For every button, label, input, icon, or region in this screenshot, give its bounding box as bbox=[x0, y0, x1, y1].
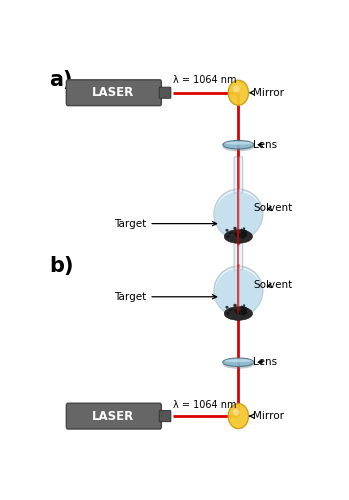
Text: Solvent: Solvent bbox=[253, 280, 292, 290]
Ellipse shape bbox=[214, 266, 263, 316]
Text: Target: Target bbox=[114, 218, 217, 228]
Ellipse shape bbox=[239, 234, 240, 236]
Ellipse shape bbox=[239, 236, 241, 238]
Ellipse shape bbox=[241, 236, 245, 238]
Text: λ = 1064 nm: λ = 1064 nm bbox=[173, 400, 237, 409]
Text: a): a) bbox=[49, 70, 73, 89]
Text: Lens: Lens bbox=[253, 140, 277, 149]
Ellipse shape bbox=[245, 308, 247, 310]
Text: Lens: Lens bbox=[253, 357, 277, 367]
Ellipse shape bbox=[242, 236, 244, 238]
Ellipse shape bbox=[242, 229, 244, 232]
Ellipse shape bbox=[245, 234, 246, 235]
Ellipse shape bbox=[241, 312, 245, 316]
Ellipse shape bbox=[243, 304, 245, 306]
Ellipse shape bbox=[223, 358, 254, 366]
Text: Solvent: Solvent bbox=[253, 203, 292, 213]
Ellipse shape bbox=[241, 232, 244, 235]
Ellipse shape bbox=[224, 230, 252, 243]
Ellipse shape bbox=[227, 312, 229, 314]
Ellipse shape bbox=[233, 227, 237, 230]
Ellipse shape bbox=[246, 235, 247, 236]
FancyBboxPatch shape bbox=[66, 403, 161, 429]
Text: Target: Target bbox=[114, 292, 217, 302]
Ellipse shape bbox=[233, 86, 239, 92]
Ellipse shape bbox=[242, 306, 244, 308]
Ellipse shape bbox=[240, 229, 243, 231]
Ellipse shape bbox=[240, 306, 243, 308]
Ellipse shape bbox=[245, 230, 247, 233]
Ellipse shape bbox=[243, 308, 246, 310]
Ellipse shape bbox=[241, 309, 244, 312]
Ellipse shape bbox=[244, 306, 245, 308]
Ellipse shape bbox=[231, 309, 233, 310]
Ellipse shape bbox=[231, 232, 233, 233]
FancyBboxPatch shape bbox=[234, 234, 243, 270]
Text: LASER: LASER bbox=[92, 410, 134, 422]
Ellipse shape bbox=[226, 229, 228, 232]
Ellipse shape bbox=[223, 360, 254, 369]
Text: Mirror: Mirror bbox=[250, 88, 284, 98]
Ellipse shape bbox=[242, 234, 244, 236]
Ellipse shape bbox=[243, 228, 245, 230]
Text: λ = 1064 nm: λ = 1064 nm bbox=[173, 75, 237, 85]
Ellipse shape bbox=[243, 310, 246, 312]
FancyBboxPatch shape bbox=[159, 87, 171, 99]
Ellipse shape bbox=[244, 230, 245, 231]
Ellipse shape bbox=[228, 404, 248, 428]
Ellipse shape bbox=[228, 80, 248, 105]
Ellipse shape bbox=[225, 359, 252, 362]
Ellipse shape bbox=[244, 312, 246, 314]
Ellipse shape bbox=[242, 310, 244, 314]
Ellipse shape bbox=[226, 306, 228, 308]
Text: b): b) bbox=[49, 256, 74, 276]
Ellipse shape bbox=[225, 142, 252, 144]
Ellipse shape bbox=[224, 307, 252, 320]
Ellipse shape bbox=[236, 235, 238, 237]
Ellipse shape bbox=[244, 235, 246, 237]
Ellipse shape bbox=[233, 304, 237, 307]
Ellipse shape bbox=[214, 189, 263, 239]
Ellipse shape bbox=[243, 230, 246, 233]
Text: LASER: LASER bbox=[92, 86, 134, 99]
Ellipse shape bbox=[227, 235, 229, 238]
Text: Mirror: Mirror bbox=[250, 411, 284, 421]
FancyBboxPatch shape bbox=[234, 157, 243, 193]
Ellipse shape bbox=[242, 313, 244, 314]
Ellipse shape bbox=[235, 232, 236, 234]
Ellipse shape bbox=[245, 310, 246, 312]
Ellipse shape bbox=[223, 140, 254, 149]
Ellipse shape bbox=[223, 143, 254, 151]
Ellipse shape bbox=[229, 232, 231, 234]
Ellipse shape bbox=[233, 409, 239, 416]
Ellipse shape bbox=[229, 310, 231, 311]
Ellipse shape bbox=[241, 310, 244, 312]
Ellipse shape bbox=[215, 269, 262, 317]
Ellipse shape bbox=[236, 310, 239, 313]
Ellipse shape bbox=[246, 312, 247, 314]
FancyBboxPatch shape bbox=[66, 80, 161, 106]
Ellipse shape bbox=[243, 232, 246, 235]
Ellipse shape bbox=[235, 310, 236, 311]
Ellipse shape bbox=[241, 232, 244, 234]
Ellipse shape bbox=[236, 233, 239, 236]
Ellipse shape bbox=[215, 192, 262, 240]
Ellipse shape bbox=[239, 313, 241, 314]
FancyBboxPatch shape bbox=[159, 410, 171, 422]
Ellipse shape bbox=[236, 312, 238, 314]
